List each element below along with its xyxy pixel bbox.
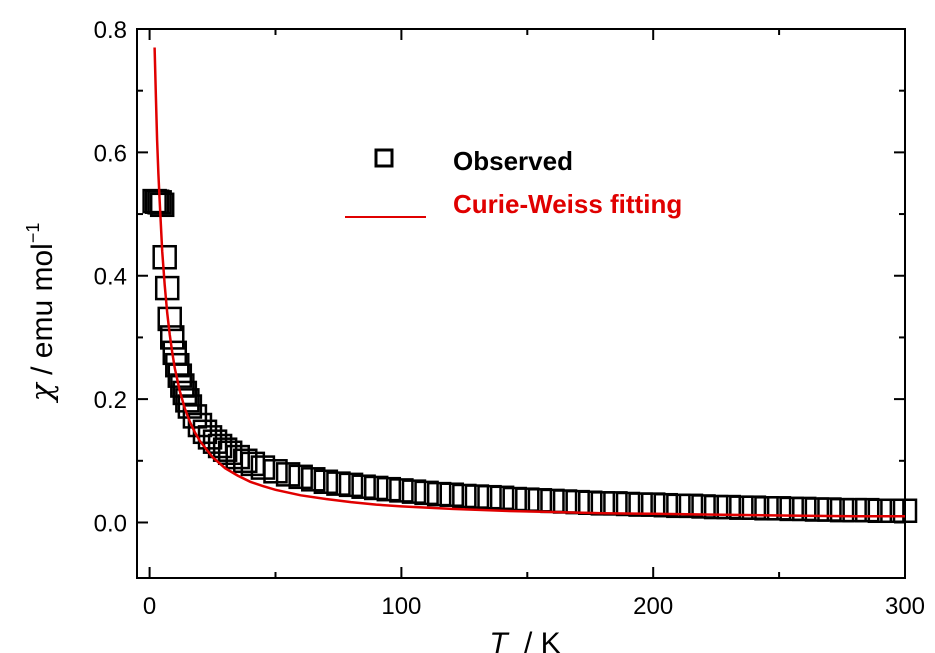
- observed-point: [376, 476, 402, 502]
- plot-frame: [136, 28, 906, 579]
- series-fit: [153, 47, 905, 518]
- observed-point: [716, 494, 741, 520]
- observed-point: [154, 275, 180, 301]
- observed-point: [590, 491, 616, 516]
- x-axis-unit: K: [541, 627, 561, 653]
- y-tick-label: 0.0: [94, 510, 127, 537]
- observed-point: [502, 486, 527, 512]
- observed-point: [817, 497, 842, 522]
- observed-point: [892, 498, 918, 524]
- observed-point: [854, 497, 880, 523]
- x-axis-ticks: [148, 29, 906, 578]
- observed-point: [233, 448, 258, 474]
- observed-point: [804, 497, 830, 522]
- observed-point: [426, 481, 452, 507]
- y-tick-label: 0.8: [94, 17, 127, 44]
- observed-point: [766, 496, 792, 521]
- y-tick-label: 0.2: [94, 387, 127, 414]
- observed-point: [615, 491, 641, 517]
- x-tick-label: 300: [885, 593, 925, 620]
- y-axis-unit-sup: −1: [23, 223, 43, 244]
- observed-point: [577, 490, 603, 515]
- y-axis-ticks: [137, 28, 905, 524]
- observed-point: [313, 469, 339, 495]
- observed-point: [552, 489, 578, 514]
- observed-point: [603, 491, 628, 516]
- x-axis-label: T / K: [489, 627, 560, 653]
- observed-point: [565, 489, 590, 515]
- observed-point: [452, 483, 477, 509]
- x-tick-label: 100: [381, 593, 421, 620]
- observed-point: [338, 472, 364, 498]
- observed-point: [301, 467, 326, 492]
- observed-point: [149, 192, 175, 218]
- y-axis-unit: emu mol: [26, 243, 59, 358]
- observed-point: [653, 492, 679, 518]
- observed-point: [880, 498, 905, 524]
- observed-point: [489, 485, 515, 511]
- legend: Observed Curie-Weiss fitting: [345, 146, 682, 219]
- observed-point: [754, 496, 779, 521]
- legend-marker-observed: [374, 148, 394, 168]
- observed-point: [691, 494, 716, 519]
- observed-point: [515, 487, 540, 512]
- y-tick-label: 0.4: [94, 264, 127, 291]
- curie-weiss-fit-line: [153, 47, 905, 518]
- observed-point: [363, 475, 389, 501]
- observed-point: [250, 455, 276, 480]
- x-tick-labels: 0 100 200 300: [143, 593, 925, 620]
- observed-point: [842, 497, 867, 523]
- x-axis-var: T: [489, 627, 510, 653]
- observed-point: [829, 497, 855, 523]
- x-tick-label: 0: [143, 593, 156, 620]
- legend-label-fit: Curie-Weiss fitting: [453, 189, 682, 219]
- observed-point: [439, 482, 465, 507]
- observed-point: [741, 495, 767, 520]
- series-observed: [142, 188, 918, 524]
- legend-label-observed: Observed: [453, 146, 573, 176]
- observed-point: [477, 484, 502, 510]
- observed-point: [225, 444, 250, 470]
- observed-point: [401, 479, 427, 504]
- x-tick-label: 200: [633, 593, 673, 620]
- observed-point: [288, 464, 313, 490]
- observed-point: [703, 494, 729, 520]
- observed-point: [527, 488, 553, 513]
- y-tick-label: 0.6: [94, 140, 127, 167]
- observed-point: [275, 462, 301, 487]
- observed-point: [640, 492, 666, 517]
- observed-point: [175, 388, 200, 413]
- plot-area: [136, 28, 918, 579]
- observed-point: [389, 478, 414, 503]
- observed-point: [628, 492, 653, 517]
- observed-point: [172, 380, 198, 406]
- observed-point: [867, 498, 893, 524]
- observed-point: [729, 495, 754, 520]
- observed-point: [263, 459, 288, 484]
- observed-point: [779, 496, 804, 522]
- y-tick-labels: 0.0 0.2 0.4 0.6 0.8: [94, 17, 127, 537]
- observed-point: [678, 493, 704, 519]
- observed-point: [666, 493, 691, 519]
- observed-point: [540, 488, 565, 514]
- observed-point: [326, 471, 351, 496]
- observed-point: [414, 480, 439, 506]
- y-axis-label: χ / emu mol−1: [23, 223, 60, 404]
- observed-point: [792, 496, 817, 522]
- observed-point: [152, 244, 177, 270]
- observed-point: [464, 484, 490, 509]
- observed-point: [351, 474, 376, 499]
- y-axis-var: χ: [25, 381, 60, 403]
